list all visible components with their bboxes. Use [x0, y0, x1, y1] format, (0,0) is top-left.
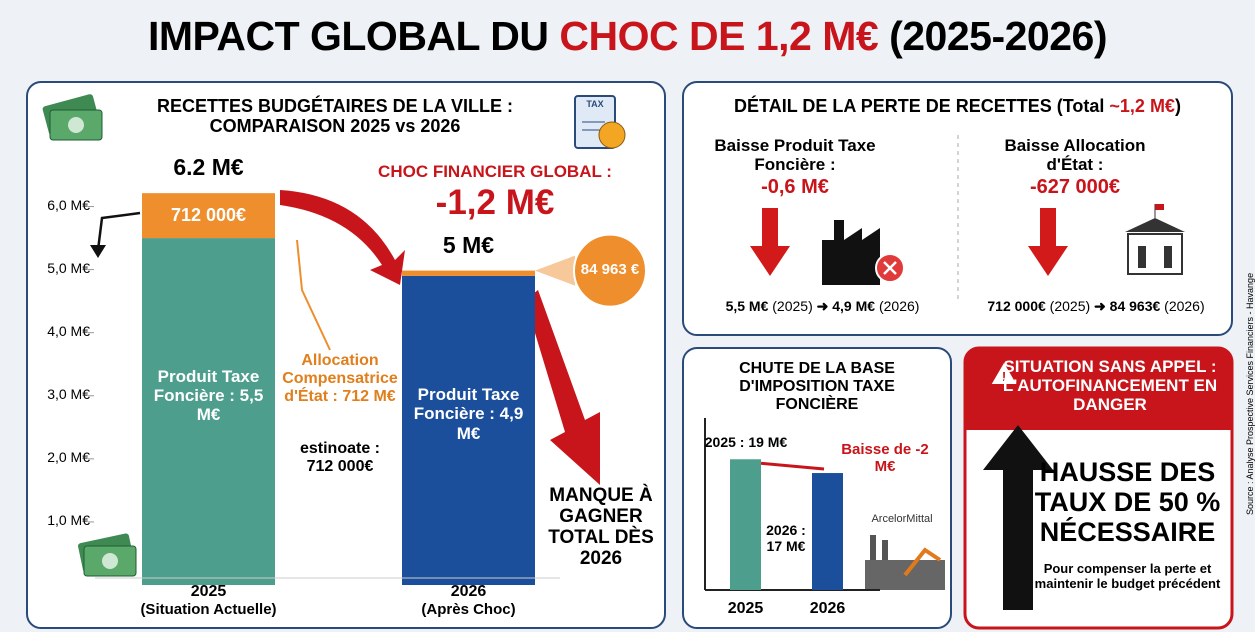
- bar-label: Produit Taxe Foncière : 4,9 M€: [411, 385, 526, 442]
- bar-label: 84 963 €: [574, 262, 646, 279]
- to-year: (2026): [879, 298, 919, 314]
- bar-label: 2025 : 19 M€: [691, 435, 801, 451]
- loss-value: -627 000€: [975, 176, 1175, 198]
- alert-headline: HAUSSE DES TAUX DE 50 % NÉCESSAIRE: [1030, 457, 1225, 548]
- y-tick-label: 3,0 M€: [30, 387, 90, 403]
- bar: [812, 473, 843, 590]
- y-tick-label: 4,0 M€: [30, 324, 90, 340]
- panel-title-text: ): [1175, 96, 1181, 116]
- to-value: 4,9 M€: [832, 298, 875, 314]
- shortfall-note: MANQUE À GAGNER TOTAL DÈS 2026: [545, 486, 657, 570]
- to-value: 84 963€: [1110, 298, 1161, 314]
- x-tick-label: 2025: [142, 583, 275, 601]
- bar: [730, 459, 761, 590]
- y-tick-label: 6,0 M€: [30, 198, 90, 214]
- shock-value: -1,2 M€: [400, 183, 590, 222]
- tax-label: TAX: [582, 99, 608, 109]
- x-tick-note: (Après Choc): [369, 602, 569, 619]
- brand: ArcelorMittal: [862, 513, 942, 525]
- loss-change: 712 000€ (2025) ➜ 84 963€ (2026): [960, 299, 1232, 315]
- bar-label: 2026 : 17 M€: [761, 523, 811, 554]
- estimate-note: estinoate : 712 000€: [285, 440, 395, 476]
- panel-title-line: RECETTES BUDGÉTAIRES DE LA VILLE :: [110, 96, 560, 116]
- annotation: Baisse de -2 M€: [840, 442, 930, 476]
- loss-label: Baisse Produit Taxe Foncière :: [705, 136, 885, 174]
- bar-label: 712 000€: [142, 205, 275, 225]
- title: IMPACT GLOBAL DU CHOC DE 1,2 M€ (2025-20…: [0, 14, 1255, 60]
- from-value: 5,5 M€: [726, 298, 769, 314]
- panel-title-total: ~1,2 M€: [1109, 96, 1175, 116]
- title-years: (2025-2026): [889, 13, 1107, 59]
- x-tick-label: 2026: [402, 583, 535, 601]
- panel-title-line: COMPARAISON 2025 vs 2026: [110, 116, 560, 136]
- infographic: ! IMPACT GLOBAL DU CHOC DE 1,2 M€ (2025-…: [0, 0, 1255, 632]
- total-label: 6.2 M€: [142, 155, 275, 181]
- alert-note: Pour compenser la perte et maintenir le …: [1030, 562, 1225, 591]
- from-value: 712 000€: [987, 298, 1045, 314]
- loss-value: -0,6 M€: [705, 176, 885, 198]
- allocation-note: Allocation Compensatrice d'État : 712 M€: [278, 352, 402, 406]
- bar-label: Produit Taxe Foncière : 5,5 M€: [151, 367, 266, 424]
- shock-title: CHOC FINANCIER GLOBAL :: [360, 162, 630, 181]
- total-label: 5 M€: [402, 233, 535, 259]
- loss-change: 5,5 M€ (2025) ➜ 4,9 M€ (2026): [690, 299, 955, 315]
- x-tick-note: (Situation Actuelle): [109, 602, 309, 619]
- x-tick-label: 2026: [798, 600, 858, 618]
- y-tick-label: 1,0 M€: [30, 513, 90, 529]
- from-year: (2025): [772, 298, 812, 314]
- y-tick-label: 2,0 M€: [30, 450, 90, 466]
- from-year: (2025): [1050, 298, 1090, 314]
- panel-title-text: DÉTAIL DE LA PERTE DE RECETTES (Total: [734, 96, 1104, 116]
- to-year: (2026): [1164, 298, 1204, 314]
- panel-title: CHUTE DE LA BASE D'IMPOSITION TAXE FONCI…: [712, 360, 922, 414]
- panel-title: RECETTES BUDGÉTAIRES DE LA VILLE :COMPAR…: [110, 96, 560, 136]
- loss-label: Baisse Allocation d'État :: [985, 136, 1165, 174]
- title-highlight: CHOC DE 1,2 M€: [559, 13, 878, 59]
- alert-title: SITUATION SANS APPEL : L'AUTOFINANCEMENT…: [975, 357, 1225, 414]
- title-text: IMPACT GLOBAL DU: [148, 13, 548, 59]
- y-tick-label: 5,0 M€: [30, 261, 90, 277]
- panel-title: DÉTAIL DE LA PERTE DE RECETTES (Total ~1…: [690, 96, 1225, 116]
- bar-segment: [402, 271, 535, 276]
- source: Source : Analyse Prospective Services Fi…: [1245, 335, 1255, 515]
- x-tick-label: 2025: [716, 600, 776, 618]
